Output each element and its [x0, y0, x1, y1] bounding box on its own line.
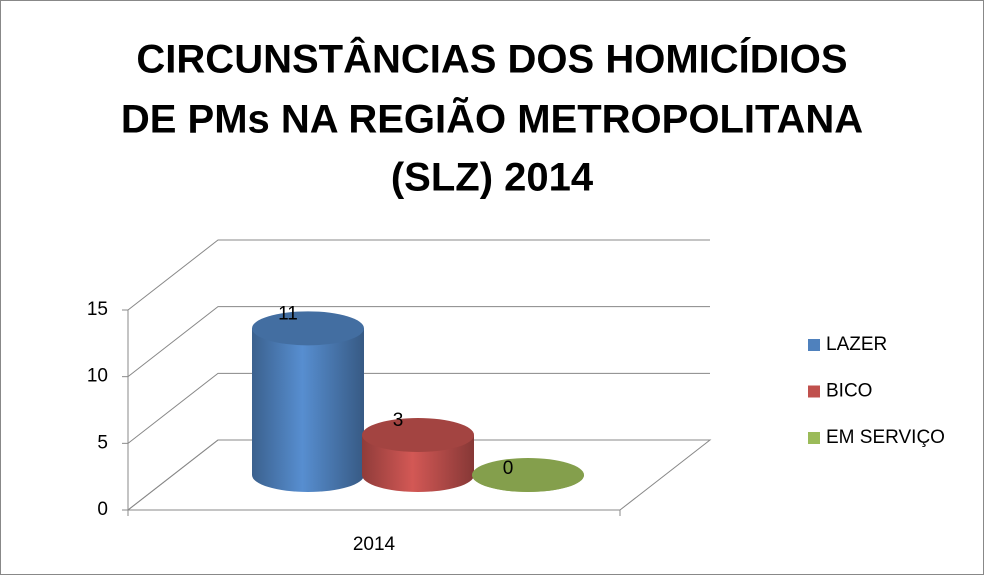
legend-label: LAZER [826, 334, 887, 355]
legend-swatch [808, 432, 820, 444]
grid-line [127, 306, 710, 378]
cylinder-top [472, 458, 584, 492]
cylinder [362, 418, 474, 492]
grid-line [127, 239, 710, 311]
cylinder [472, 458, 584, 492]
grid-line [127, 439, 710, 511]
chart-title: CIRCUNSTÂNCIAS DOS HOMICÍDIOS [136, 36, 847, 82]
data-label: 0 [503, 458, 514, 479]
legend-swatch [808, 385, 820, 398]
y-tick-label: 5 [97, 432, 108, 453]
y-tick-label: 15 [87, 299, 108, 320]
x-tick-label: 2014 [353, 534, 396, 555]
chart-title: DE PMs NA REGIÃO METROPOLITANA [121, 96, 863, 142]
grid-line [127, 372, 710, 444]
cylinder-top [252, 311, 364, 346]
cylinder [252, 311, 364, 492]
y-tick-label: 0 [97, 499, 108, 520]
cylinder-body [252, 328, 364, 492]
y-tick-label: 10 [87, 366, 108, 387]
legend-label: BICO [826, 381, 872, 402]
chart-title: (SLZ) 2014 [391, 156, 594, 200]
data-label: 11 [278, 303, 298, 324]
data-label: 3 [393, 410, 404, 431]
legend-swatch [808, 339, 820, 351]
cylinder-top [362, 418, 474, 452]
legend-label: EM SERVIÇO [826, 427, 945, 448]
